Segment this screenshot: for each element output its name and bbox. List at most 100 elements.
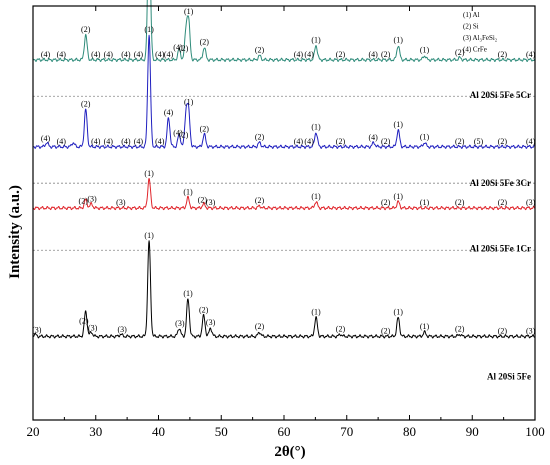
peak-label: (3): [88, 324, 98, 333]
series-label: Al 20Si 5Fe 5Cr: [470, 90, 531, 100]
peak-label: (4): [164, 108, 174, 117]
peak-label: (2): [455, 198, 465, 207]
peak-label: (3): [526, 198, 536, 207]
series-line: [32, 177, 536, 211]
peak-label: (4): [304, 137, 314, 146]
peak-label: (2): [200, 124, 210, 133]
x-tick-label: 40: [152, 424, 165, 439]
peak-label: (4): [368, 133, 378, 142]
peak-label: (1): [183, 289, 193, 298]
x-tick-label: 100: [525, 424, 545, 439]
series-3: (3)(2)(3) (3)(1)(3)(1)(2)(3) (2)(1)(2) (2)(…: [32, 231, 536, 381]
peak-label: (4): [526, 137, 536, 146]
x-tick-label: 70: [340, 424, 353, 439]
peak-label: (4): [104, 50, 114, 59]
peak-label: (2): [381, 137, 391, 146]
peak-label: (2): [381, 198, 391, 207]
peak-label: (1): [420, 322, 430, 331]
legend-entry: (2) Si: [463, 23, 479, 31]
peak-label: (1): [311, 192, 321, 201]
peak-label: (4): [91, 50, 101, 59]
peak-label: (3): [87, 194, 97, 203]
peak-label: (4): [57, 50, 67, 59]
series-line: [32, 34, 536, 149]
peak-label: (3): [206, 198, 216, 207]
peak-label: (2): [179, 130, 189, 139]
y-axis-label: Intensity (a.u.): [7, 185, 23, 279]
series-label: Al 20Si 5Fe: [487, 371, 531, 381]
peak-label: (4): [294, 50, 304, 59]
peak-label: (4): [155, 137, 165, 146]
legend: (1) Al (2) Si (3) Al₃FeSi₂ (4) CrFe: [463, 11, 498, 54]
peak-label: (4): [304, 50, 314, 59]
peak-label: (4): [41, 134, 51, 143]
peak-label: (2): [255, 322, 265, 331]
series-2: (2) (3) (3)(1)(1)(2)(3) (2) (1)(2)(1)(1) (2)(…: [32, 169, 536, 254]
x-tick-label: 80: [403, 424, 416, 439]
peak-label: (2): [336, 324, 346, 333]
series-line: [32, 0, 536, 62]
series-0: (4)(4)(2)(4)(4)(4)(4)(1)(4)(4)(4)(2)(1)(…: [32, 0, 536, 100]
peak-label: (2): [255, 196, 265, 205]
peak-label: (1): [184, 7, 194, 16]
peak-label: (1): [394, 308, 404, 317]
peak-label: (2): [381, 50, 391, 59]
peak-label: (1): [311, 308, 321, 317]
peak-label: (4): [173, 43, 183, 52]
series-1: (4) (4)(2)(4) (4) (4) (4)(1)(4)(4)(4)(2)(1)(…: [32, 25, 536, 188]
peak-label: (4): [57, 137, 67, 146]
peak-label: (4): [121, 137, 131, 146]
peak-label: (2): [498, 198, 508, 207]
peak-label: (2): [199, 306, 209, 315]
peak-label: (2): [79, 317, 89, 326]
peak-label: (4): [104, 137, 114, 146]
peak-label: (1): [311, 35, 321, 44]
peak-label: (4): [134, 137, 144, 146]
peak-label: (1): [394, 35, 404, 44]
peak-label: (4): [41, 50, 51, 59]
legend-entry: (1) Al: [463, 11, 480, 19]
x-tick-label: 50: [215, 424, 228, 439]
peak-label: (2): [498, 326, 508, 335]
legend-entry: (4) CrFe: [463, 46, 487, 54]
peak-label: (1): [184, 97, 194, 106]
x-tick-label: 90: [466, 424, 479, 439]
peak-label: (1): [183, 188, 193, 197]
peak-label: (2): [455, 324, 465, 333]
peak-label: (4): [294, 137, 304, 146]
peak-label: (4): [155, 50, 165, 59]
series-label: Al 20Si 5Fe 3Cr: [470, 178, 531, 188]
peak-label: (2): [81, 100, 91, 109]
x-tick-label: 30: [89, 424, 102, 439]
peak-label: (3): [526, 326, 536, 335]
peak-label: (1): [144, 25, 154, 34]
peak-label: (2): [255, 46, 265, 55]
x-axis-label: 2θ(°): [274, 444, 305, 460]
x-tick-label: 20: [27, 424, 40, 439]
peak-label: (2): [336, 50, 346, 59]
peak-label: (2): [336, 137, 346, 146]
peak-label: (2): [198, 195, 208, 204]
peak-label: (1): [420, 133, 430, 142]
peak-label: (2): [255, 133, 265, 142]
peak-label: (1): [394, 120, 404, 129]
peak-label: (1): [144, 169, 154, 178]
peak-label: (2): [498, 50, 508, 59]
peak-label: (3): [206, 318, 216, 327]
peak-label: (4): [134, 50, 144, 59]
peak-label: (4): [173, 129, 183, 138]
peak-label: (3): [32, 326, 42, 335]
peak-label: (3): [175, 319, 185, 328]
peak-label: (2): [455, 137, 465, 146]
peak-label: (1): [420, 198, 430, 207]
peak-label: (2): [381, 326, 391, 335]
peak-label: (4): [121, 50, 131, 59]
peak-label: (2): [79, 196, 89, 205]
peak-label: (4): [164, 50, 174, 59]
peak-label: (1): [420, 46, 430, 55]
peak-label: (1): [394, 192, 404, 201]
legend-entry: (3) Al₃FeSi₂: [463, 34, 498, 42]
x-tick-label: 60: [278, 424, 291, 439]
peak-label: (2): [455, 48, 465, 57]
